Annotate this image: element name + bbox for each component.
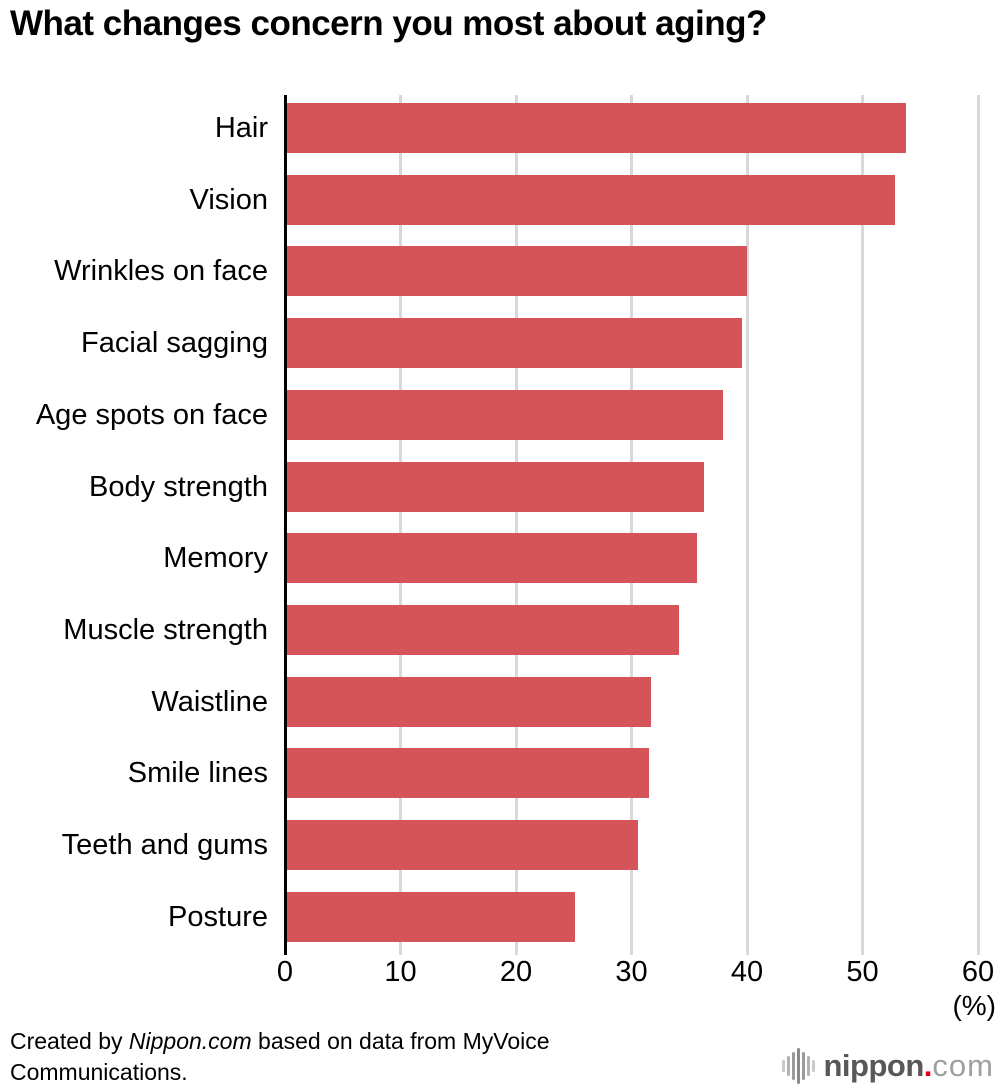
chart-title: What changes concern you most about agin… <box>10 4 767 43</box>
bar-wrinkles-on-face <box>285 246 747 297</box>
bar-posture <box>285 891 575 942</box>
x-axis-unit-label: (%) <box>952 990 996 1021</box>
credit-text: Created by Nippon.com based on data from… <box>10 1026 580 1088</box>
x-tick-label-10: 10 <box>384 956 417 988</box>
bar-age-spots-on-face <box>285 389 723 440</box>
category-label-posture: Posture <box>168 900 268 933</box>
brush-bars-icon <box>781 1044 817 1088</box>
category-label-hair: Hair <box>214 112 268 144</box>
nippon-logo: nippon.com <box>781 1044 995 1088</box>
gridline-40 <box>745 95 749 955</box>
credit-suffix: based on data from MyVoice Communication… <box>10 1028 550 1086</box>
gridline-50 <box>861 95 864 955</box>
category-label-teeth-and-gums: Teeth and gums <box>61 829 268 861</box>
x-tick-label-40: 40 <box>730 956 764 988</box>
category-label-body-strength: Body strength <box>89 470 268 503</box>
category-label-vision: Vision <box>189 183 268 216</box>
x-tick-label-20: 20 <box>499 956 533 988</box>
bar-facial-sagging <box>285 318 743 369</box>
gridline-60 <box>976 95 980 955</box>
x-tick-label-60: 60 <box>961 956 995 988</box>
logo-tld: com <box>932 1048 994 1083</box>
credit-prefix: Created by <box>10 1028 129 1054</box>
logo-dot: . <box>923 1048 933 1083</box>
gridline-30 <box>630 95 633 955</box>
gridline-10 <box>399 95 402 955</box>
credit-source: Nippon.com <box>128 1028 252 1054</box>
bar-vision <box>285 174 895 225</box>
category-label-facial-sagging: Facial sagging <box>81 327 268 360</box>
x-tick-label-30: 30 <box>615 956 648 988</box>
category-label-age-spots-on-face: Age spots on face <box>35 398 268 431</box>
bar-muscle-strength <box>285 604 679 655</box>
gridline-20 <box>514 95 518 955</box>
logo-name: nippon <box>823 1048 925 1083</box>
y-axis-line <box>283 95 287 955</box>
x-tick-label-0: 0 <box>276 956 294 988</box>
x-tick-label-50: 50 <box>846 956 879 988</box>
plot-area <box>283 95 980 955</box>
category-labels: Hair Vision Wrinkles on face Facial sagging… <box>0 95 268 955</box>
bar-smile-lines <box>285 748 649 799</box>
category-label-wrinkles-on-face: Wrinkles on face <box>54 255 268 288</box>
bar-waistline <box>285 676 652 727</box>
bar-body-strength <box>285 461 705 512</box>
bar-teeth-and-gums <box>285 820 639 870</box>
logo-text: nippon.com <box>824 1044 995 1088</box>
category-label-smile-lines: Smile lines <box>127 757 268 790</box>
bar-memory <box>285 533 698 584</box>
category-label-muscle-strength: Muscle strength <box>63 613 268 646</box>
category-label-waistline: Waistline <box>151 685 268 718</box>
bar-hair <box>285 103 907 153</box>
category-label-memory: Memory <box>163 542 268 575</box>
